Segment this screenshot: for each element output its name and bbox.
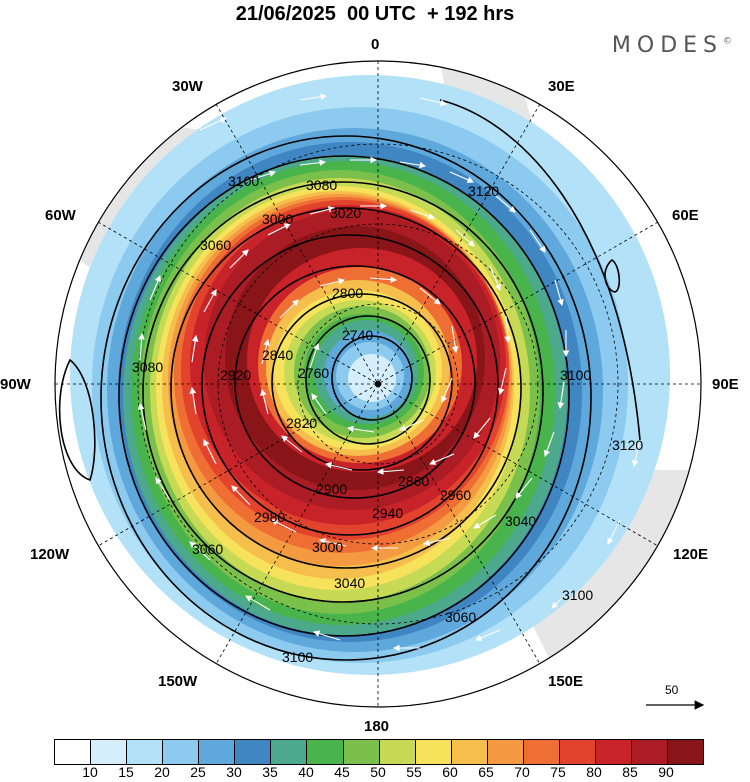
lon-label-150w: 150W — [158, 673, 198, 690]
lon-label-30w: 30W — [172, 78, 203, 95]
colorbar-tick-label: 50 — [370, 764, 386, 780]
contour-label: 3100 — [282, 649, 313, 665]
contour-label: 2980 — [254, 509, 285, 525]
wind-speed-field — [55, 61, 701, 707]
height-contours — [58, 99, 641, 661]
lon-label-60e: 60E — [672, 207, 699, 224]
brand-logo: MODES© — [612, 33, 732, 58]
colorbar-tick-label: 20 — [154, 764, 170, 780]
pole-marker — [375, 381, 381, 387]
contour-label: 3040 — [505, 513, 536, 529]
contour-label: 3120 — [612, 437, 643, 453]
contour-label: 2800 — [332, 285, 363, 301]
colorbar-swatch — [487, 740, 524, 764]
contour-label: 3000 — [262, 211, 293, 227]
contour-label: 2840 — [262, 347, 293, 363]
colorbar-tick-label: 75 — [550, 764, 566, 780]
colorbar-swatch — [127, 740, 164, 764]
colorbar-tick-label: 15 — [118, 764, 134, 780]
colorbar-swatch — [235, 740, 272, 764]
lon-label-180: 180 — [364, 718, 390, 735]
colorbar-swatch — [668, 740, 704, 764]
colorbar-swatch — [559, 740, 596, 764]
page-title: 21/06/2025 00 UTC + 192 hrs — [235, 3, 515, 25]
lon-label-120w: 120W — [30, 546, 70, 563]
contour-label: 3080 — [306, 177, 337, 193]
contour-label: 2940 — [372, 505, 403, 521]
contour-label: 3100 — [560, 367, 591, 383]
contour-label: 3060 — [445, 609, 476, 625]
contour-label: 2820 — [286, 415, 317, 431]
colorbar-tick-label: 65 — [478, 764, 494, 780]
colorbar-tick-label: 40 — [298, 764, 314, 780]
colorbar-tick-label: 55 — [406, 764, 422, 780]
contour-label: 3100 — [228, 173, 259, 189]
colorbar-tick-label: 10 — [82, 764, 98, 780]
lon-label-60w: 60W — [45, 207, 76, 224]
reference-vector-label: 50 — [665, 683, 679, 697]
brand-name: MODES — [611, 33, 723, 58]
lon-label-150e: 150E — [548, 673, 584, 690]
contour-label: 2740 — [342, 327, 373, 343]
colorbar-swatch — [523, 740, 560, 764]
brand-mark: © — [723, 36, 732, 47]
contour-label: 3060 — [192, 541, 223, 557]
colorbar-tick-label: 60 — [442, 764, 458, 780]
contour-label: 2900 — [316, 481, 347, 497]
colorbar-swatch — [163, 740, 200, 764]
colorbar-tick-label: 30 — [226, 764, 242, 780]
wind-vectors — [138, 93, 677, 652]
colorbar-swatch — [55, 740, 92, 764]
colorbar-tick-label: 70 — [514, 764, 530, 780]
contour-label: 3100 — [562, 587, 593, 603]
map-boundary — [54, 60, 702, 708]
contour-label: 3040 — [334, 575, 365, 591]
colorbar-swatch — [343, 740, 380, 764]
colorbar-swatch — [199, 740, 236, 764]
lon-label-0: 0 — [371, 36, 380, 53]
lon-label-30e: 30E — [548, 78, 575, 95]
colorbar-tick-label: 90 — [658, 764, 674, 780]
contour-label: 2920 — [220, 367, 251, 383]
contour-label: 2760 — [298, 365, 329, 381]
lon-label-90e: 90E — [712, 376, 739, 393]
colorbar-swatch — [595, 740, 632, 764]
colorbar-swatch — [415, 740, 452, 764]
colorbar-swatch — [451, 740, 488, 764]
contour-label: 2860 — [398, 473, 429, 489]
colorbar-tick-label: 85 — [622, 764, 638, 780]
colorbar-tick-label: 25 — [190, 764, 206, 780]
colorbar-swatch — [91, 740, 128, 764]
colorbar-swatch — [271, 740, 308, 764]
colorbar-tick-label: 80 — [586, 764, 602, 780]
contour-label-group: 3100 3080 3120 3060 3020 3000 2800 2740 … — [132, 173, 643, 665]
contour-label: 3000 — [312, 539, 343, 555]
colorbar-tick-label: 35 — [262, 764, 278, 780]
contour-label: 3080 — [132, 359, 163, 375]
contour-label: 3020 — [330, 205, 361, 221]
colorbar-swatch — [379, 740, 416, 764]
colorbar-swatch — [307, 740, 344, 764]
contour-label: 2960 — [440, 487, 471, 503]
lon-label-90w: 90W — [0, 376, 31, 393]
contour-label: 3120 — [468, 183, 499, 199]
colorbar — [54, 739, 704, 765]
lon-label-120e: 120E — [673, 546, 709, 563]
contour-label: 3060 — [200, 237, 231, 253]
colorbar-tick-label: 45 — [334, 764, 350, 780]
colorbar-swatch — [632, 740, 669, 764]
